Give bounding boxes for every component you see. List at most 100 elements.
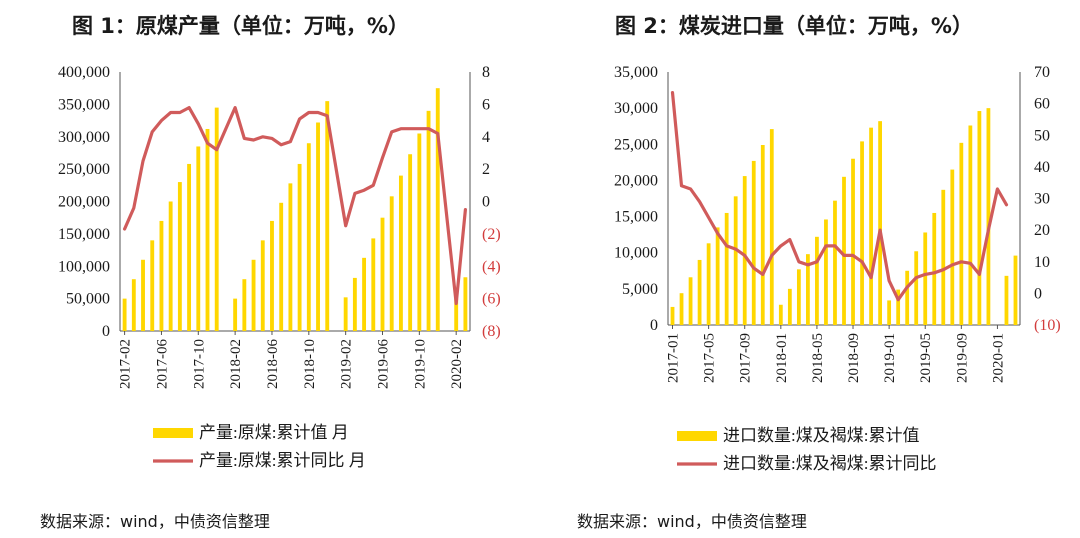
left-axis-tick-label: 10,000 <box>614 245 658 262</box>
bar <box>986 108 991 326</box>
x-tick-label: 2019-01 <box>882 333 898 383</box>
bar <box>214 107 219 331</box>
bar <box>343 297 348 331</box>
bar <box>896 289 901 325</box>
right-axis-tick-label: 10 <box>1034 254 1050 271</box>
bar <box>398 175 403 331</box>
legend-bar-swatch <box>677 431 717 441</box>
bar <box>1004 275 1009 325</box>
legend-bar-label: 进口数量:煤及褐煤:累计值 <box>723 426 919 445</box>
bar <box>688 277 693 325</box>
x-tick-label: 2019-02 <box>339 339 355 389</box>
bar <box>260 240 265 331</box>
bar <box>941 189 946 325</box>
x-tick-label: 2019-05 <box>918 333 934 383</box>
right-axis-tick-label: (8) <box>482 323 501 340</box>
bar <box>187 163 192 331</box>
left-axis-tick-label: 50,000 <box>66 291 110 308</box>
bar <box>297 163 302 331</box>
bar <box>796 269 801 325</box>
left-axis-tick-label: 200,000 <box>58 194 110 211</box>
left-axis-tick-label: 5,000 <box>622 281 658 298</box>
chart2-svg: 35,000 30,000 25,000 20,000 15,000 10,000 5,00… <box>614 64 1061 473</box>
bar <box>380 217 385 331</box>
bar <box>679 293 684 325</box>
left-axis-tick-label: 0 <box>102 323 110 340</box>
bar <box>251 259 256 331</box>
bar <box>760 145 765 325</box>
right-axis-tick-label: 6 <box>482 96 490 113</box>
bar <box>851 158 855 325</box>
bar <box>389 196 394 331</box>
bar <box>977 111 982 325</box>
left-axis-tick-label: 15,000 <box>614 209 658 226</box>
right-axis-tick-label: (6) <box>482 291 501 308</box>
bar <box>233 298 238 331</box>
bar <box>733 196 738 325</box>
x-tick-label: 2018-05 <box>810 333 826 383</box>
left-axis-tick-label: 35,000 <box>614 64 658 81</box>
left-axis-tick-label: 25,000 <box>614 136 658 153</box>
left-axis-tick-label: 30,000 <box>614 100 658 117</box>
bar <box>815 236 819 325</box>
bar <box>787 288 792 325</box>
x-tick-label: 2017-06 <box>154 339 170 389</box>
legend-line-label: 进口数量:煤及褐煤:累计同比 <box>723 454 936 473</box>
left-axis-tick-label: 100,000 <box>58 258 110 275</box>
bar <box>463 277 468 331</box>
bar <box>715 227 720 325</box>
bar <box>168 201 173 331</box>
right-axis-tick-label: 40 <box>1034 159 1050 176</box>
x-tick-label: 2018-10 <box>302 339 318 389</box>
right-axis-tick-label: 20 <box>1034 222 1050 239</box>
line-series <box>122 105 467 306</box>
bar <box>205 128 210 331</box>
bar <box>968 125 973 326</box>
right-axis-tick-label: 4 <box>482 129 490 146</box>
x-tick-label: 2019-10 <box>412 339 428 389</box>
bar <box>778 304 783 325</box>
right-axis-tick-label: 50 <box>1034 127 1050 144</box>
left-axis-tick-label: 300,000 <box>58 129 110 146</box>
bar <box>288 183 293 331</box>
right-axis-tick-label: (4) <box>482 258 501 275</box>
left-axis-tick-label: 400,000 <box>58 64 110 81</box>
bar <box>1013 255 1018 325</box>
bar <box>362 257 367 331</box>
bar <box>417 133 422 331</box>
bar <box>923 232 928 325</box>
bar <box>751 160 756 325</box>
left-axis-tick-label: 250,000 <box>58 161 110 178</box>
bar <box>426 110 431 331</box>
x-tick-label: 2018-02 <box>228 339 244 389</box>
bar <box>724 212 729 325</box>
bar <box>141 259 145 331</box>
bar <box>270 220 274 331</box>
bar <box>905 270 910 325</box>
bar <box>408 154 413 331</box>
bar <box>950 169 955 325</box>
bar <box>914 251 919 325</box>
right-axis-tick-label: 30 <box>1034 191 1050 208</box>
bar <box>306 143 311 331</box>
x-tick-label: 2017-05 <box>702 333 718 383</box>
bar <box>769 129 774 325</box>
line-series <box>670 90 1009 302</box>
legend-line-label: 产量:原煤:累计同比 月 <box>199 451 366 470</box>
x-tick-label: 2019-09 <box>954 333 970 383</box>
bar <box>959 142 964 325</box>
right-axis-tick-label: (2) <box>482 226 501 243</box>
bar <box>159 220 164 331</box>
bar <box>932 212 937 325</box>
bar <box>177 182 182 331</box>
x-tick-label: 2017-10 <box>191 339 207 389</box>
bar <box>697 259 702 325</box>
bar <box>371 238 376 331</box>
bar <box>325 101 330 331</box>
x-tick-label: 2017-01 <box>666 333 682 383</box>
x-tick-label: 2018-09 <box>846 333 862 383</box>
bar <box>196 146 201 331</box>
bar <box>242 279 247 331</box>
bar <box>122 298 127 331</box>
